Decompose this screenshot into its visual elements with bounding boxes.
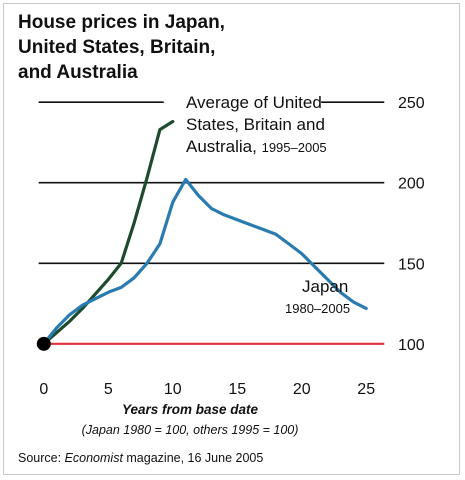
x-tick-label: 25 xyxy=(357,381,375,398)
x-axis-label: Years from base date xyxy=(122,402,259,417)
x-axis-note: (Japan 1980 = 100, others 1995 = 100) xyxy=(82,423,299,437)
y-tick-label: 150 xyxy=(398,256,425,273)
series-label-usba-line-3: Australia, 1995–2005 xyxy=(186,137,327,156)
series-line-usba xyxy=(42,119,175,346)
y-tick-label: 250 xyxy=(398,95,425,112)
x-tick-label: 15 xyxy=(228,381,246,398)
chart-title-line-2: United States, Britain, xyxy=(18,37,216,58)
x-tick-label: 0 xyxy=(39,381,48,398)
chart-title: House prices in Japan, United States, Br… xyxy=(18,10,318,85)
y-tick-label: 100 xyxy=(398,337,425,354)
image-frame xyxy=(3,3,460,475)
series-label-usba-line-2: States, Britain and xyxy=(186,115,325,134)
x-tick-label: 5 xyxy=(104,381,113,398)
origin-marker xyxy=(36,336,51,351)
x-tick-label: 20 xyxy=(293,381,311,398)
series-label-japan-years: 1980–2005 xyxy=(285,301,350,316)
source-publication: Economist xyxy=(64,451,123,465)
series-label-usba-line-1: Average of United xyxy=(186,93,322,112)
y-tick-label: 200 xyxy=(398,176,425,193)
source-note: Source: Economist magazine, 16 June 2005 xyxy=(18,451,263,465)
x-tick-label: 10 xyxy=(164,381,182,398)
source-prefix: Source: xyxy=(18,451,65,465)
chart-title-line-3: and Australia xyxy=(18,62,138,83)
source-suffix: magazine, 16 June 2005 xyxy=(122,451,264,465)
series-line-japan xyxy=(42,177,368,346)
series-label-usba-years: 1995–2005 xyxy=(262,140,327,155)
series-label-japan: Japan xyxy=(302,277,348,296)
chart-title-line-1: House prices in Japan, xyxy=(18,12,225,33)
